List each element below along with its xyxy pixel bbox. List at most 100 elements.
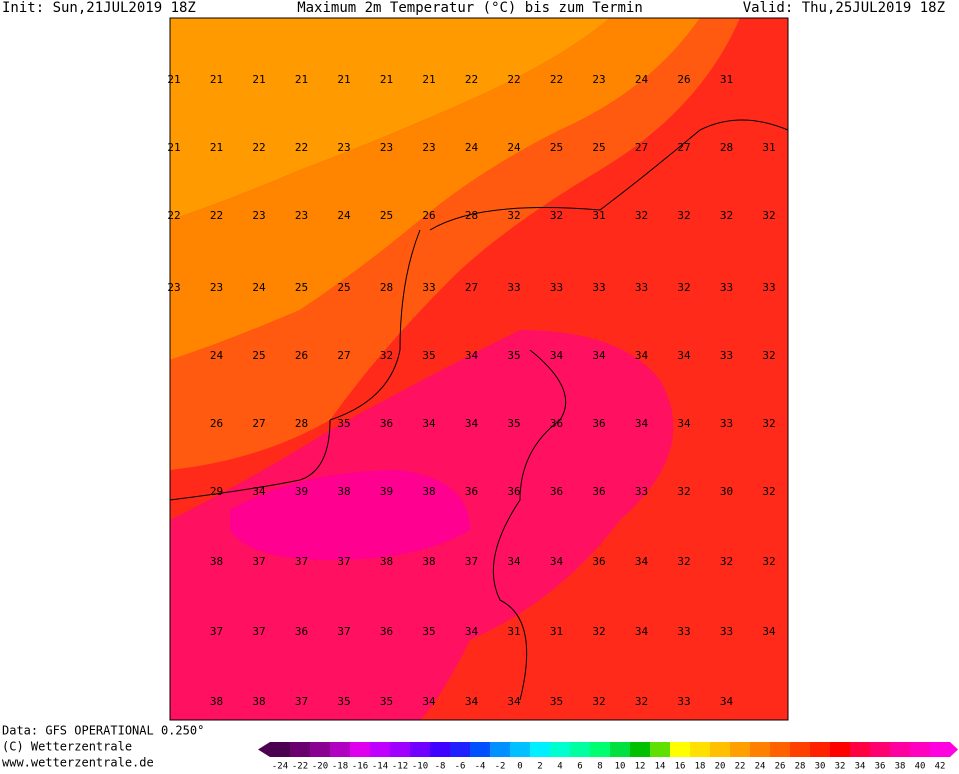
temperature-label: 37: [252, 625, 265, 638]
colorbar-label: 14: [655, 762, 666, 771]
temperature-label: 32: [677, 485, 690, 498]
colorbar-segment: [410, 742, 430, 757]
colorbar-label: 20: [715, 762, 726, 771]
colorbar-label: 12: [635, 762, 646, 771]
temperature-label: 21: [167, 141, 180, 154]
colorbar-label: -12: [392, 762, 408, 771]
temperature-label: 38: [337, 485, 350, 498]
temperature-label: 22: [550, 73, 563, 86]
temperature-label: 22: [295, 141, 308, 154]
temperature-label: 22: [167, 209, 180, 222]
temperature-label: 35: [422, 349, 435, 362]
init-text: Init: Sun,21JUL2019 18Z: [2, 0, 196, 16]
colorbar-segment: [630, 742, 650, 757]
temperature-label: 34: [635, 625, 649, 638]
temperature-label: 32: [762, 417, 775, 430]
temperature-label: 32: [762, 485, 775, 498]
temperature-label: 34: [465, 695, 479, 708]
temperature-label: 33: [550, 281, 563, 294]
temperature-label: 34: [422, 417, 436, 430]
temperature-label: 34: [252, 485, 266, 498]
colorbar-label: 42: [935, 762, 946, 771]
temperature-label: 35: [380, 695, 393, 708]
temperature-label: 34: [507, 555, 521, 568]
colorbar-segment: [570, 742, 590, 757]
temperature-label: 30: [720, 485, 733, 498]
colorbar-segment: [290, 742, 310, 757]
temperature-label: 23: [167, 281, 180, 294]
colorbar-label: 26: [775, 762, 786, 771]
colorbar-segment: [770, 742, 790, 757]
colorbar-label: 30: [815, 762, 826, 771]
colorbar-segment: [450, 742, 470, 757]
temperature-label: 34: [762, 625, 776, 638]
temperature-label: 25: [592, 141, 605, 154]
temperature-label: 38: [210, 555, 223, 568]
colorbar-label: 6: [577, 762, 582, 771]
colorbar-label: -22: [292, 762, 308, 771]
temperature-label: 34: [677, 349, 691, 362]
temperature-label: 22: [465, 73, 478, 86]
temperature-label: 34: [465, 625, 479, 638]
temperature-label: 27: [465, 281, 478, 294]
colorbar-segment: [810, 742, 830, 757]
colorbar-label: -6: [455, 762, 466, 771]
temperature-label: 34: [720, 695, 734, 708]
temperature-label: 37: [295, 695, 308, 708]
temperature-label: 35: [507, 417, 520, 430]
temperature-label: 35: [550, 695, 563, 708]
temperature-label: 34: [550, 349, 564, 362]
temperature-label: 33: [422, 281, 435, 294]
temperature-label: 22: [210, 209, 223, 222]
temperature-label: 36: [550, 485, 563, 498]
temperature-label: 32: [592, 625, 605, 638]
temperature-label: 26: [210, 417, 223, 430]
temperature-label: 31: [720, 73, 733, 86]
field-zone: [170, 18, 700, 360]
temperature-label: 21: [337, 73, 350, 86]
temperature-label: 32: [550, 209, 563, 222]
colorbar-segment: [530, 742, 550, 757]
colorbar-label: -24: [272, 762, 288, 771]
colorbar-segment: [330, 742, 350, 757]
temperature-label: 33: [720, 349, 733, 362]
temperature-label: 36: [465, 485, 478, 498]
field-zone: [170, 18, 610, 220]
colorbar-segment: [790, 742, 810, 757]
temperature-label: 34: [592, 349, 606, 362]
colorbar-label: -4: [475, 762, 486, 771]
temperature-label: 31: [762, 141, 775, 154]
temperature-label: 24: [252, 281, 266, 294]
temperature-label: 25: [295, 281, 308, 294]
temperature-label: 36: [592, 417, 605, 430]
colorbar-label: 0: [517, 762, 522, 771]
field-zone: [170, 18, 740, 470]
temperature-label: 34: [635, 417, 649, 430]
temperature-label: 32: [677, 555, 690, 568]
colorbar-label: -20: [312, 762, 328, 771]
temperature-label: 31: [592, 209, 605, 222]
temperature-label: 37: [465, 555, 478, 568]
colorbar-label: -8: [435, 762, 446, 771]
temperature-label: 36: [295, 625, 308, 638]
colorbar-segment: [610, 742, 630, 757]
temperature-label: 32: [677, 209, 690, 222]
colorbar-segment: [710, 742, 730, 757]
colorbar-label: 8: [597, 762, 602, 771]
temperature-label: 31: [507, 625, 520, 638]
colorbar-segment: [830, 742, 850, 757]
colorbar-label: 2: [537, 762, 542, 771]
temperature-label: 38: [422, 485, 435, 498]
colorbar-segment: [590, 742, 610, 757]
temperature-label: 25: [252, 349, 265, 362]
temperature-label: 38: [252, 695, 265, 708]
temperature-label: 34: [635, 555, 649, 568]
temperature-label: 35: [507, 349, 520, 362]
temperature-label: 32: [677, 281, 690, 294]
temperature-label: 26: [677, 73, 690, 86]
temperature-label: 32: [762, 555, 775, 568]
temperature-label: 35: [337, 695, 350, 708]
temperature-label: 32: [380, 349, 393, 362]
temperature-label: 21: [210, 73, 223, 86]
temperature-label: 25: [550, 141, 563, 154]
